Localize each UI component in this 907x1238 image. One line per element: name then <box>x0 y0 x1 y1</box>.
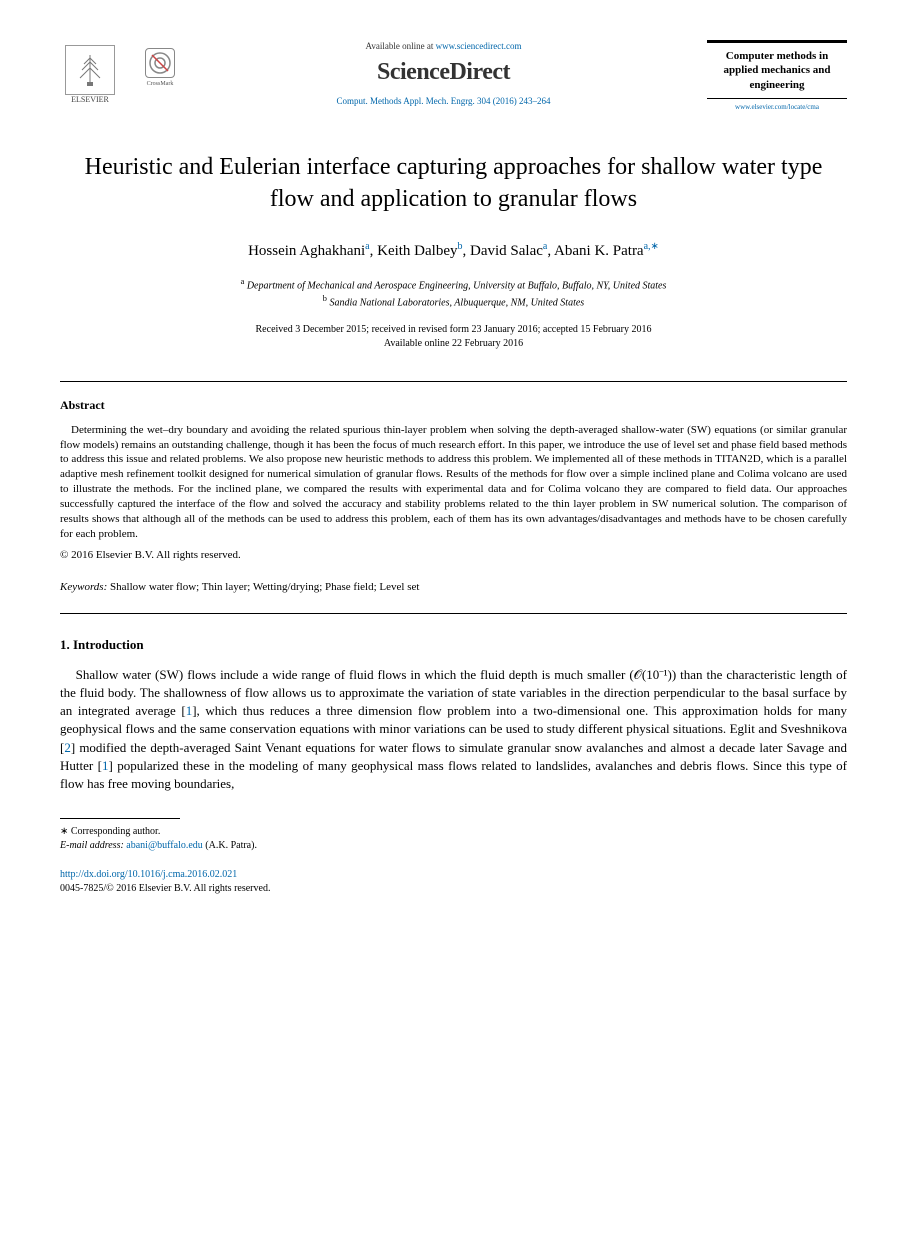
citation-line[interactable]: Comput. Methods Appl. Mech. Engrg. 304 (… <box>190 95 697 107</box>
corresponding-author-note: ∗ Corresponding author. E-mail address: … <box>60 825 847 853</box>
affiliation-b: b Sandia National Laboratories, Albuquer… <box>60 293 847 310</box>
intro-heading: 1. Introduction <box>60 636 847 654</box>
intro-paragraph-1: Shallow water (SW) flows include a wide … <box>60 666 847 793</box>
abstract-heading: Abstract <box>60 397 847 413</box>
crossmark-icon <box>145 48 175 78</box>
page-header: ELSEVIER CrossMark Available online at w… <box>60 40 847 112</box>
journal-name-box: Computer methods in applied mechanics an… <box>707 40 847 99</box>
footnote-separator <box>60 818 180 819</box>
elsevier-tree-icon <box>65 45 115 95</box>
corr-author-marker: ∗ Corresponding author. <box>60 825 847 839</box>
abstract-copyright: © 2016 Elsevier B.V. All rights reserved… <box>60 548 847 563</box>
header-right: Computer methods in applied mechanics an… <box>707 40 847 112</box>
article-dates: Received 3 December 2015; received in re… <box>60 323 847 351</box>
footer-block: http://dx.doi.org/10.1016/j.cma.2016.02.… <box>60 868 847 896</box>
author-list: Hossein Aghakhania, Keith Dalbeyb, David… <box>60 240 847 261</box>
abstract-text: Determining the wet–dry boundary and avo… <box>60 423 847 542</box>
header-center: Available online at www.sciencedirect.co… <box>180 40 707 107</box>
elsevier-label: ELSEVIER <box>71 95 109 106</box>
dates-online: Available online 22 February 2016 <box>60 337 847 351</box>
keywords-label: Keywords: <box>60 581 107 593</box>
crossmark-badge[interactable]: CrossMark <box>140 48 180 93</box>
divider-bottom <box>60 613 847 614</box>
email-suffix: (A.K. Patra). <box>203 840 257 851</box>
email-link[interactable]: abani@buffalo.edu <box>126 840 203 851</box>
keywords-text: Shallow water flow; Thin layer; Wetting/… <box>107 581 419 593</box>
sciencedirect-link[interactable]: www.sciencedirect.com <box>436 41 522 51</box>
affiliation-a: a Department of Mechanical and Aerospace… <box>60 276 847 293</box>
author-4[interactable]: Abani K. Patraa,∗ <box>554 243 659 259</box>
sciencedirect-brand: ScienceDirect <box>190 56 697 88</box>
issn-copyright: 0045-7825/© 2016 Elsevier B.V. All right… <box>60 882 847 896</box>
author-1[interactable]: Hossein Aghakhania <box>248 243 370 259</box>
available-prefix: Available online at <box>366 41 436 51</box>
keywords-line: Keywords: Shallow water flow; Thin layer… <box>60 580 847 595</box>
doi-link[interactable]: http://dx.doi.org/10.1016/j.cma.2016.02.… <box>60 869 237 880</box>
elsevier-logo[interactable]: ELSEVIER <box>60 40 120 110</box>
crossmark-label: CrossMark <box>147 80 174 88</box>
author-2[interactable]: Keith Dalbeyb <box>377 243 462 259</box>
email-line: E-mail address: abani@buffalo.edu (A.K. … <box>60 839 847 853</box>
divider-top <box>60 381 847 382</box>
author-3[interactable]: David Salaca <box>470 243 547 259</box>
header-left: ELSEVIER CrossMark <box>60 40 180 110</box>
affiliations: a Department of Mechanical and Aerospace… <box>60 276 847 311</box>
email-label: E-mail address: <box>60 840 126 851</box>
journal-homepage-link[interactable]: www.elsevier.com/locate/cma <box>707 103 847 112</box>
available-online: Available online at www.sciencedirect.co… <box>190 40 697 52</box>
article-title: Heuristic and Eulerian interface capturi… <box>80 152 827 214</box>
dates-received: Received 3 December 2015; received in re… <box>60 323 847 337</box>
